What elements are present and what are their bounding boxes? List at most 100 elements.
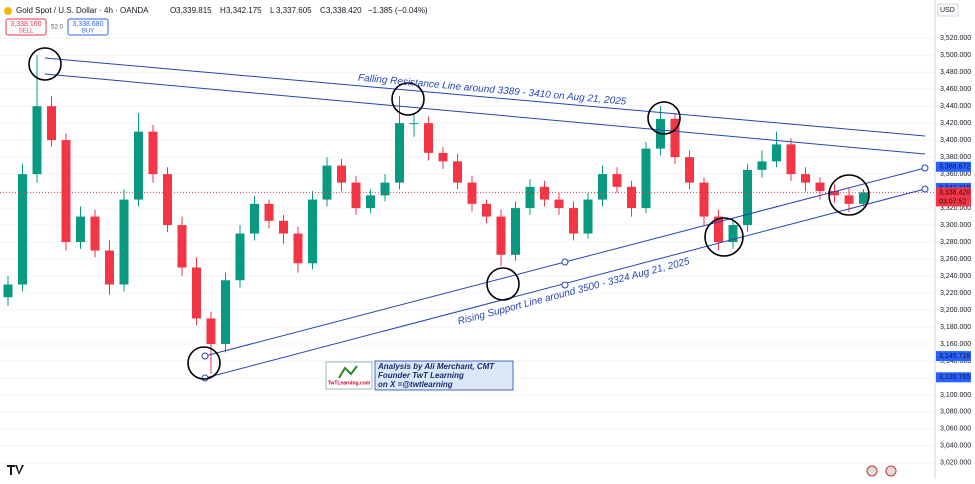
change: −1.385 (−0.04%) [368,6,428,15]
sell-label: SELL [19,29,34,35]
anchor[interactable] [561,258,569,266]
circle [391,82,425,116]
symbol-title: Gold Spot / U.S. Dollar · 4h · OANDA [16,6,149,15]
buy-price: 3,338.680 [72,21,103,28]
ohlc: O 3,339.815 H 3,342.175 L 3,337.605 C 3,338.420… [170,6,428,15]
candle-body [47,106,56,141]
candle-body [308,199,317,264]
candle-body [670,118,680,158]
candle-body [177,225,187,268]
circle [28,47,62,81]
y-tick-label: 3,060.000 [940,426,971,433]
y-tick-label: 3,260.000 [940,256,971,263]
y-tick-label: 3,240.000 [940,273,971,280]
candle-body [453,161,462,183]
y-tick-label: 3,460.000 [940,86,971,93]
price-tag [936,372,971,383]
symbol-icon [4,7,12,15]
sell-price: 3,338.160 [10,21,41,28]
anchor[interactable] [921,185,929,193]
y-tick-label: 3,500.000 [940,52,971,59]
candle-body [250,203,259,234]
candle-body [815,182,825,192]
y-tick-label: 3,020.000 [940,460,971,467]
candle-body [424,123,433,153]
flag-icon[interactable] [866,465,878,477]
highlight-circles [28,47,870,380]
candle-body [554,199,564,209]
y-tick-label: 3,200.000 [940,307,971,314]
y-tick-label: 3,480.000 [940,69,971,76]
candle-body [859,192,868,204]
grid [0,37,935,464]
candle-body [76,216,85,243]
y-tick-label: 3,140.000 [940,358,971,365]
candle-body [105,250,114,285]
candle-body [525,186,535,209]
candle-body [699,182,709,217]
price-tag [936,161,971,172]
y-tick-label: 3,180.000 [940,324,971,331]
candle-body [757,161,767,170]
currency: USD [940,7,955,14]
circle [704,217,744,257]
candle-body [612,174,622,187]
candle-body [772,144,781,162]
anchor[interactable] [201,352,209,360]
y-tick-label: 3,420.000 [940,120,971,127]
countdown: 03:07:52 [939,198,966,205]
ohlc-key: L [270,6,275,15]
candle-body [221,280,230,344]
candle-body [337,165,346,183]
buy-button[interactable] [67,18,109,36]
resistance-line [44,57,926,137]
y-tick-label: 3,100.000 [940,392,971,399]
candle-body [148,131,158,175]
ohlc-value: 3,342.175 [226,6,262,15]
spread: 52.0 [51,25,63,31]
candle-body [569,208,578,234]
candle-body [235,233,245,281]
candle-body [18,174,27,285]
ohlc-key: H [220,6,226,15]
candle-body [844,195,854,204]
logo-icon [338,365,358,379]
candle-body [163,174,172,226]
price-tag-label: 3,145.718 [939,353,970,360]
candle-body [192,267,201,319]
candle-body [786,144,796,175]
analysis-line: Founder TwT Learning [378,371,464,380]
y-tick-label: 3,300.000 [940,222,971,229]
currency-box[interactable] [937,3,959,17]
candle-body [728,225,738,243]
candle-body [322,165,332,200]
candle-body [714,216,723,243]
analysis-line: Analysis by Ali Merchant, CMT [377,362,495,371]
candle-body [134,131,143,200]
candle-body [743,169,752,226]
anchor[interactable] [921,164,929,172]
candle-body [32,106,42,175]
candle-body [279,220,288,234]
anchor[interactable] [561,281,569,289]
ohlc-key: O [170,6,176,15]
candle-body [641,148,651,209]
logo-text: TwTLearning.com [328,380,371,386]
candle-body [380,182,390,196]
y-axis: 3,020.000 3,040.000 3,060.000 3,080.000 3,10… [936,35,971,467]
y-tick-label: 3,400.000 [940,137,971,144]
candle-body [830,191,839,196]
analysis-box [374,360,514,391]
ohlc-value: 3,339.815 [176,6,212,15]
candles [0,55,935,374]
y-tick-label: 3,380.000 [940,154,971,161]
candle-body [90,216,100,251]
ohlc-key: C [320,6,326,15]
flag-icon[interactable] [885,465,897,477]
price-tag-label: 3,338.420 [939,189,970,196]
sell-button[interactable] [5,18,47,36]
candle-body [482,203,491,217]
price-tag-label: 3,368.672 [939,164,970,171]
candle-body [3,284,13,298]
